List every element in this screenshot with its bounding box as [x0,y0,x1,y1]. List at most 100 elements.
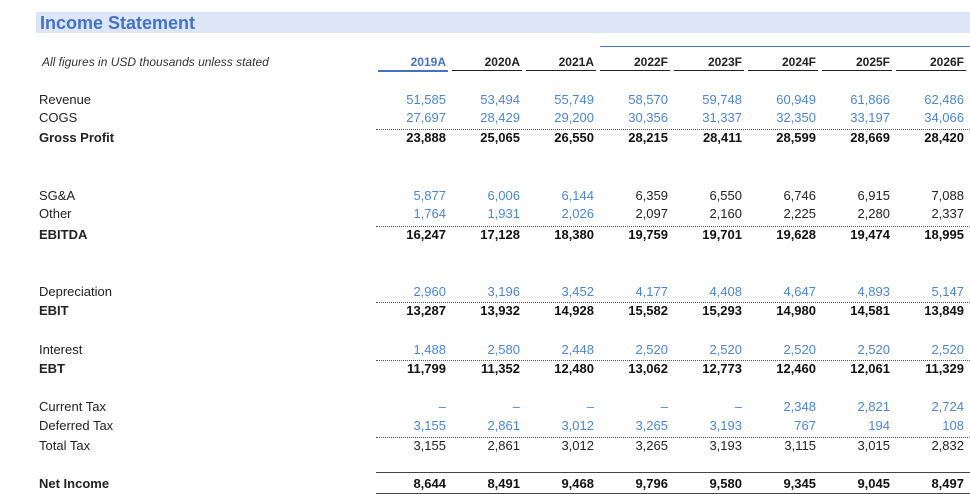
cell-value[interactable]: 18,995 [924,227,964,242]
cell-value[interactable]: 12,460 [776,361,816,376]
cell-value[interactable]: 7,088 [931,188,964,203]
cell-value[interactable]: 9,345 [783,476,816,491]
cell-value[interactable]: 33,197 [850,110,890,125]
cell-value[interactable]: 13,849 [924,303,964,318]
cell-value[interactable]: 12,480 [554,361,594,376]
cell-value[interactable]: 17,128 [480,227,520,242]
cell-value[interactable]: 2,026 [561,206,594,221]
cell-value[interactable]: 2,337 [931,206,964,221]
cell-value[interactable]: 5,147 [931,284,964,299]
cell-value[interactable]: 8,644 [413,476,446,491]
cell-value[interactable]: 29,200 [554,110,594,125]
cell-value[interactable]: 3,193 [709,418,742,433]
cell-value[interactable]: 53,494 [480,92,520,107]
cell-value[interactable]: 28,669 [850,130,890,145]
cell-value[interactable]: 2,280 [857,206,890,221]
cell-value[interactable]: – [586,399,594,414]
cell-value[interactable]: 1,488 [413,342,446,357]
cell-value[interactable]: 12,061 [850,361,890,376]
cell-value[interactable]: – [512,399,520,414]
cell-value[interactable]: 11,352 [480,361,520,376]
cell-value[interactable]: 6,006 [487,188,520,203]
cell-value[interactable]: 194 [868,418,890,433]
cell-value[interactable]: 14,980 [776,303,816,318]
cell-value[interactable]: 9,580 [709,476,742,491]
cell-value[interactable]: 14,581 [850,303,890,318]
cell-value[interactable]: – [660,399,668,414]
cell-value[interactable]: 19,759 [628,227,668,242]
cell-value[interactable]: 2,348 [783,399,816,414]
cell-value[interactable]: 2,520 [931,342,964,357]
cell-value[interactable]: 2,832 [931,438,964,453]
cell-value[interactable]: 4,893 [857,284,890,299]
cell-value[interactable]: 13,932 [480,303,520,318]
cell-value[interactable]: 2,861 [487,438,520,453]
cell-value[interactable]: 19,474 [850,227,890,242]
cell-value[interactable]: 15,293 [702,303,742,318]
cell-value[interactable]: 3,193 [709,438,742,453]
cell-value[interactable]: 3,265 [635,438,668,453]
cell-value[interactable]: 6,359 [635,188,668,203]
cell-value[interactable]: 25,065 [480,130,520,145]
cell-value[interactable]: – [734,399,742,414]
cell-value[interactable]: 16,247 [406,227,446,242]
cell-value[interactable]: 8,497 [931,476,964,491]
cell-value[interactable]: 62,486 [924,92,964,107]
cell-value[interactable]: 13,287 [406,303,446,318]
cell-value[interactable]: 28,429 [480,110,520,125]
cell-value[interactable]: 2,520 [709,342,742,357]
cell-value[interactable]: 31,337 [702,110,742,125]
cell-value[interactable]: 4,177 [635,284,668,299]
cell-value[interactable]: 28,420 [924,130,964,145]
cell-value[interactable]: – [438,399,446,414]
cell-value[interactable]: 4,408 [709,284,742,299]
cell-value[interactable]: 11,329 [924,361,964,376]
cell-value[interactable]: 2,960 [413,284,446,299]
cell-value[interactable]: 6,550 [709,188,742,203]
cell-value[interactable]: 767 [794,418,816,433]
cell-value[interactable]: 1,931 [487,206,520,221]
cell-value[interactable]: 60,949 [776,92,816,107]
cell-value[interactable]: 28,215 [628,130,668,145]
cell-value[interactable]: 8,491 [487,476,520,491]
cell-value[interactable]: 4,647 [783,284,816,299]
cell-value[interactable]: 6,144 [561,188,594,203]
cell-value[interactable]: 9,045 [857,476,890,491]
cell-value[interactable]: 30,356 [628,110,668,125]
cell-value[interactable]: 11,799 [406,361,446,376]
cell-value[interactable]: 3,012 [561,418,594,433]
cell-value[interactable]: 61,866 [850,92,890,107]
cell-value[interactable]: 32,350 [776,110,816,125]
cell-value[interactable]: 2,861 [487,418,520,433]
cell-value[interactable]: 3,115 [784,438,816,453]
cell-value[interactable]: 58,570 [628,92,668,107]
cell-value[interactable]: 3,012 [561,438,594,453]
cell-value[interactable]: 9,468 [561,476,594,491]
cell-value[interactable]: 2,520 [635,342,668,357]
cell-value[interactable]: 3,196 [487,284,520,299]
cell-value[interactable]: 23,888 [406,130,446,145]
cell-value[interactable]: 2,097 [635,206,668,221]
cell-value[interactable]: 18,380 [554,227,594,242]
cell-value[interactable]: 108 [942,418,964,433]
cell-value[interactable]: 2,225 [783,206,816,221]
cell-value[interactable]: 13,062 [628,361,668,376]
cell-value[interactable]: 27,697 [406,110,446,125]
cell-value[interactable]: 12,773 [702,361,742,376]
cell-value[interactable]: 3,155 [413,418,446,433]
cell-value[interactable]: 5,877 [413,188,446,203]
cell-value[interactable]: 55,749 [554,92,594,107]
cell-value[interactable]: 3,265 [635,418,668,433]
cell-value[interactable]: 2,448 [561,342,594,357]
cell-value[interactable]: 2,580 [487,342,520,357]
cell-value[interactable]: 26,550 [554,130,594,145]
cell-value[interactable]: 6,915 [857,188,890,203]
cell-value[interactable]: 34,066 [924,110,964,125]
cell-value[interactable]: 3,452 [561,284,594,299]
cell-value[interactable]: 2,724 [931,399,964,414]
cell-value[interactable]: 2,160 [709,206,742,221]
cell-value[interactable]: 2,821 [857,399,890,414]
cell-value[interactable]: 28,411 [702,130,742,145]
cell-value[interactable]: 28,599 [776,130,816,145]
cell-value[interactable]: 19,701 [702,227,742,242]
